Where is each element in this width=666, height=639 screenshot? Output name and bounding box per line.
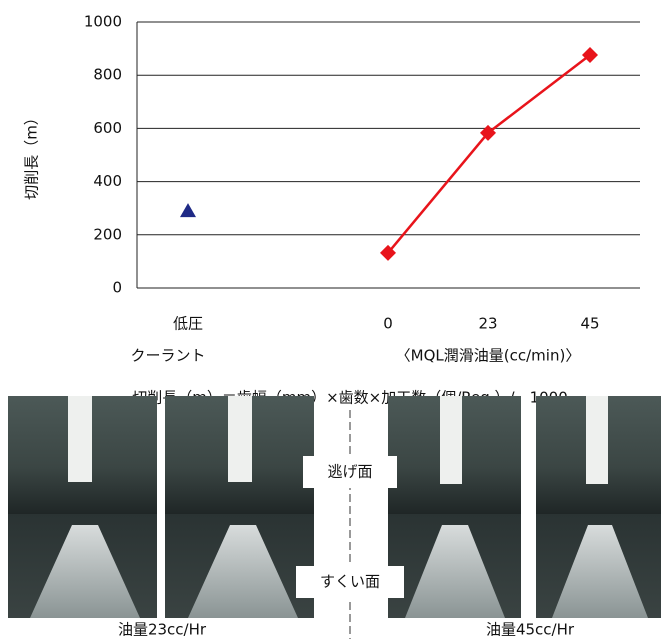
y-axis-title: 切削長（m） (23, 110, 41, 200)
rake-label: すくい面 (320, 573, 380, 591)
y-tick-label: 1000 (84, 13, 122, 31)
photo-caption: 油量45cc/Hr (486, 621, 575, 639)
photo (536, 396, 661, 618)
photo (165, 396, 314, 618)
y-tick-label: 600 (93, 119, 122, 137)
x-axis-title: 〈MQL潤滑油量(cc/min)〉 (396, 347, 581, 365)
data-point (180, 203, 196, 217)
x-tick-label: 23 (478, 315, 497, 333)
x-tick-label: 0 (383, 315, 393, 333)
y-tick-label: 800 (93, 66, 122, 84)
x-tick-label: クーラント (130, 347, 205, 365)
y-tick-label: 400 (93, 172, 122, 190)
photo (8, 396, 157, 618)
y-tick-label: 0 (112, 279, 122, 297)
photo-caption: 油量23cc/Hr (118, 621, 207, 639)
photos: 逃げ面 すくい面 油量23cc/Hr 油量45cc/Hr (8, 396, 661, 639)
photo (388, 396, 521, 618)
x-tick-label: 低圧 (173, 315, 203, 333)
flank-label: 逃げ面 (327, 463, 372, 481)
series-line (388, 55, 590, 253)
page: 切削長（m） 〈MQL潤滑油量(cc/min)〉 切削長（m）＝歯幅（mm）×歯… (0, 0, 666, 639)
y-tick-label: 200 (93, 225, 122, 243)
x-tick-label: 45 (580, 315, 599, 333)
